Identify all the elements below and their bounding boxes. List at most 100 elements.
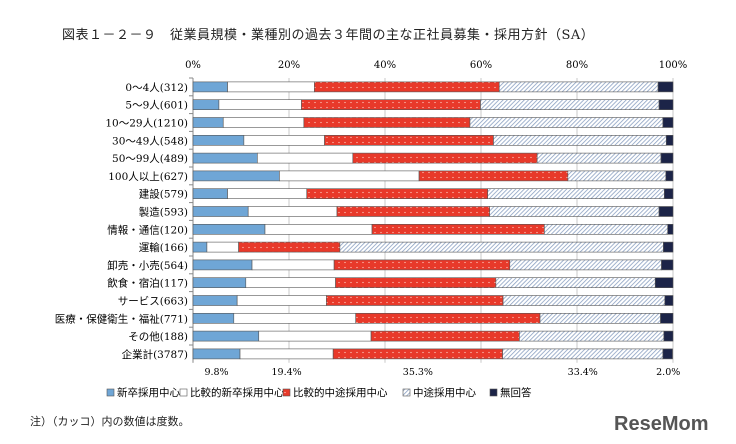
- data-label: 2.0%: [656, 367, 680, 378]
- legend-label: 比較的中途採用中心: [293, 386, 388, 399]
- legend-label: 比較的新卒採用中心: [190, 386, 285, 399]
- category-label: 情報・通信(120): [107, 223, 188, 236]
- legend-label: 新卒採用中心: [117, 386, 180, 399]
- bar-segment: [227, 81, 315, 93]
- category-label: その他(188): [128, 330, 188, 343]
- bar-segment: [418, 170, 569, 182]
- bar-segment: [258, 330, 372, 342]
- legend-swatch: [106, 388, 115, 397]
- bar-segment: [480, 99, 660, 110]
- bar-segment: [324, 135, 494, 146]
- bar-segment: [567, 170, 667, 182]
- bar-segment: [192, 241, 208, 253]
- bar-segment: [355, 312, 541, 324]
- category-label: 5～9人(601): [125, 100, 188, 112]
- category-label: 運輸(166): [139, 241, 188, 254]
- bar-segment: [519, 330, 665, 342]
- bar-segment: [192, 99, 220, 110]
- bar-segment: [498, 81, 659, 93]
- bar-segment: [236, 295, 327, 306]
- x-tick-label: 60%: [470, 60, 492, 71]
- bar-segment: [658, 99, 674, 110]
- bar-segment: [502, 295, 666, 306]
- bar-segment: [192, 170, 280, 182]
- bar-segment: [663, 241, 674, 253]
- category-label: 製造(593): [139, 206, 188, 219]
- bar-segment: [660, 312, 674, 324]
- category-label: 30～49人(548): [112, 135, 188, 147]
- bar-segment: [247, 206, 338, 217]
- bar-segment: [192, 152, 258, 164]
- category-label: 建設(579): [139, 188, 188, 201]
- bar-segment: [192, 330, 260, 342]
- bar-segment: [301, 99, 481, 110]
- bar-segment: [192, 259, 253, 271]
- bar-segment: [192, 81, 228, 93]
- bar-segment: [218, 99, 302, 110]
- bar-segment: [233, 312, 357, 324]
- bar-segment: [661, 259, 674, 271]
- bar-segment: [660, 152, 674, 164]
- legend-label: 中途採用中心: [413, 386, 476, 399]
- bar-segment: [239, 348, 334, 360]
- bar-segment: [243, 135, 325, 146]
- bar-segment: [222, 117, 305, 128]
- category-label: サービス(663): [118, 296, 188, 308]
- category-label: 0～4人(312): [125, 82, 188, 94]
- bar-segment: [509, 259, 662, 271]
- bar-segment: [539, 312, 661, 324]
- legend-swatch: [282, 388, 291, 397]
- bar-segment: [544, 224, 669, 235]
- bar-segment: [227, 188, 308, 199]
- bar-segment: [192, 224, 266, 235]
- bar-segment: [493, 135, 667, 146]
- bar-segment: [192, 348, 241, 360]
- bar-segment: [326, 295, 504, 306]
- bar-segment: [192, 206, 249, 217]
- bar-segment: [502, 348, 664, 360]
- bar-segment: [306, 188, 489, 199]
- bar-segment: [487, 188, 665, 199]
- svg-text:ReseMom: ReseMom: [614, 413, 708, 435]
- bar-segment: [192, 117, 224, 128]
- bar-segment: [336, 206, 490, 217]
- bar-segment: [332, 348, 503, 360]
- legend-swatch: [402, 388, 411, 397]
- legend-label: 無回答: [500, 386, 532, 399]
- category-label: 10～29人(1210): [105, 118, 188, 130]
- data-label: 33.4%: [568, 367, 598, 378]
- bar-segment: [251, 259, 335, 271]
- bar-segment: [654, 277, 674, 289]
- bar-segment: [238, 241, 341, 253]
- bar-segment: [192, 188, 228, 199]
- category-label: 100人以上(627): [108, 171, 188, 183]
- bar-segment: [279, 170, 420, 182]
- bar-segment: [664, 188, 674, 199]
- data-label: 35.3%: [403, 367, 433, 378]
- bar-segment: [339, 241, 664, 253]
- resemom-logo: ReseMom: [614, 413, 708, 435]
- bar-segment: [192, 312, 235, 324]
- bar-segment: [665, 170, 674, 182]
- bar-segment: [665, 135, 674, 146]
- category-label: 企業計(3787): [122, 348, 188, 361]
- bar-segment: [536, 152, 662, 164]
- legend-swatch: [179, 388, 188, 397]
- bar-segment: [264, 224, 373, 235]
- data-label: 19.4%: [272, 367, 302, 378]
- x-tick-label: 40%: [374, 60, 396, 71]
- bar-segment: [662, 348, 673, 360]
- bar-segment: [192, 135, 245, 146]
- bar-segment: [469, 117, 664, 128]
- bar-segment: [662, 117, 674, 128]
- bar-segment: [245, 277, 336, 289]
- legend-swatch: [489, 388, 498, 397]
- bar-segment: [667, 224, 674, 235]
- chart-title: 図表１－２－９ 従業員規模・業種別の過去３年間の主な正社員募集・採用方針（SA）: [62, 28, 595, 43]
- bar-segment: [658, 206, 674, 217]
- bar-segment: [335, 277, 497, 289]
- bar-segment: [206, 241, 239, 253]
- bar-segment: [495, 277, 656, 289]
- bar-segment: [303, 117, 471, 128]
